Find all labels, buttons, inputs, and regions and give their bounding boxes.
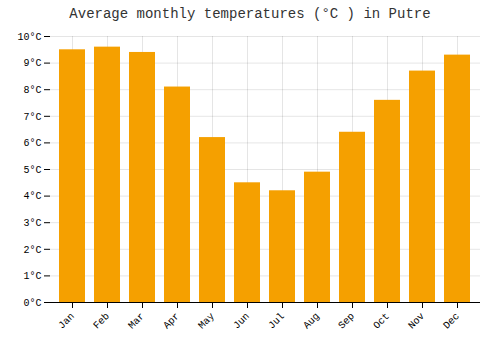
svg-text:Jun: Jun (231, 311, 252, 332)
svg-text:Dec: Dec (441, 311, 462, 332)
svg-text:4°C: 4°C (23, 191, 41, 202)
svg-text:10°C: 10°C (17, 32, 41, 43)
svg-text:Jan: Jan (56, 311, 77, 332)
svg-text:May: May (196, 311, 217, 332)
svg-text:5°C: 5°C (23, 165, 41, 176)
svg-text:0°C: 0°C (23, 298, 41, 309)
svg-text:Feb: Feb (91, 311, 112, 332)
svg-text:2°C: 2°C (23, 245, 41, 256)
svg-text:6°C: 6°C (23, 138, 41, 149)
svg-text:Jul: Jul (266, 311, 287, 332)
svg-text:Apr: Apr (161, 311, 182, 332)
svg-text:Oct: Oct (371, 311, 392, 332)
html-text:Average monthly temperatures (: Average monthly temperatures (°C ) in Pu… (69, 6, 431, 22)
svg-text:Mar: Mar (126, 311, 147, 332)
svg-text:Sep: Sep (336, 311, 357, 332)
svg-text:Aug: Aug (301, 311, 322, 332)
svg-text:7°C: 7°C (23, 112, 41, 123)
svg-text:8°C: 8°C (23, 85, 41, 96)
svg-text:3°C: 3°C (23, 218, 41, 229)
svg-text:1°C: 1°C (23, 271, 41, 282)
svg-text:Nov: Nov (406, 311, 427, 332)
svg-text:9°C: 9°C (23, 58, 41, 69)
